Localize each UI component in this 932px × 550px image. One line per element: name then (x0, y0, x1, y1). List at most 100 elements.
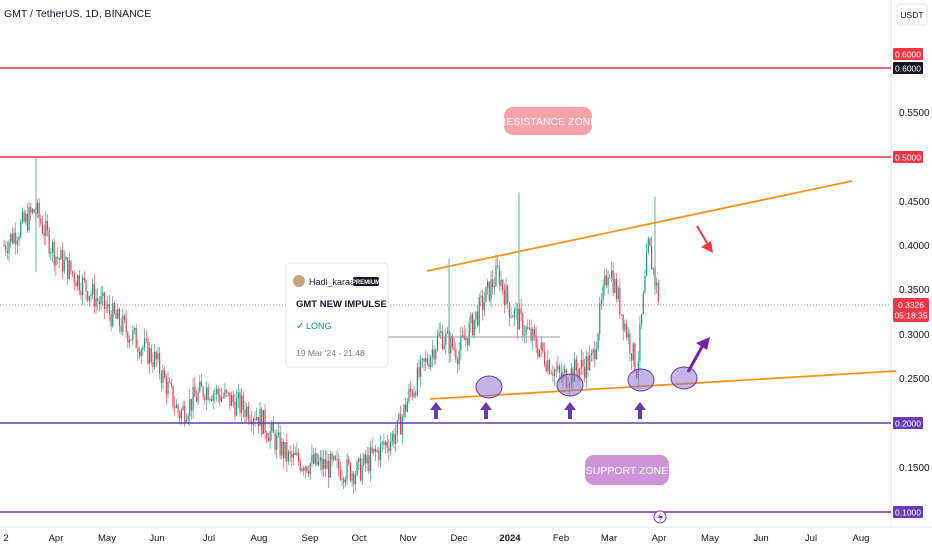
candle-body (405, 404, 407, 412)
candle-body (461, 335, 464, 337)
candle-body (224, 390, 226, 397)
candle-body (8, 242, 10, 254)
currency-button[interactable]: USDT (896, 3, 928, 26)
candle-body (5, 245, 7, 251)
candle-body (590, 353, 592, 355)
candle-body (363, 454, 365, 466)
idea-date: 19 Mar '24 - 21:48 (296, 348, 365, 358)
resistance-zone-label[interactable]: RESISTANCE ZONE (499, 107, 597, 135)
candle-body (535, 335, 537, 349)
candle-body (537, 348, 539, 357)
candle-body (585, 356, 587, 379)
candle-body (155, 351, 157, 360)
candle-body (649, 238, 651, 247)
candle-body (353, 473, 355, 485)
candle-body (297, 452, 300, 462)
candle-body (550, 373, 552, 375)
candle-body (527, 327, 529, 329)
candle-body (279, 432, 281, 456)
candle-body (580, 359, 582, 369)
candle-body (172, 385, 174, 407)
candle-body (21, 211, 23, 223)
time-tick-label: Jul (805, 533, 817, 544)
idea-title[interactable]: GMT NEW IMPULSE (296, 299, 387, 310)
level-badge-text: 0.5000 (895, 153, 921, 163)
time-tick-label: Apr (652, 533, 667, 544)
time-tick-label: Dec (451, 533, 468, 544)
candle-body (425, 358, 427, 362)
candle-body (657, 282, 659, 302)
candle-body (97, 298, 99, 302)
premium-badge (353, 277, 379, 286)
candle-body (306, 466, 308, 472)
candle-body (478, 297, 480, 326)
author-name[interactable]: Hadi_karaali (309, 277, 359, 287)
candle-body (482, 295, 484, 310)
candle-body (401, 417, 403, 435)
candle-body (346, 459, 348, 480)
candle-body (142, 347, 144, 350)
events-icon[interactable] (653, 510, 667, 524)
candle-body (463, 335, 465, 341)
time-tick-label: 2024 (499, 533, 521, 544)
candle-body (510, 316, 512, 318)
candle-body (351, 473, 353, 481)
candle-body (105, 307, 107, 309)
support-trendline[interactable] (429, 370, 897, 400)
candle-body (359, 458, 362, 481)
price-axis[interactable]: 0.4500 0.4000 0.3500 0.3000 0.2500 0.150… (899, 108, 930, 474)
candle-body (249, 420, 251, 422)
candle-body (318, 461, 320, 465)
candle-body (212, 393, 214, 401)
candle-body (582, 359, 584, 367)
level-badge (893, 48, 923, 60)
candle-body (597, 333, 599, 349)
candle-body (547, 360, 549, 372)
candle-body (488, 281, 490, 301)
candle-body (321, 457, 323, 470)
candle-body (361, 465, 363, 481)
candle-body (460, 335, 462, 352)
candle-body (189, 398, 191, 417)
candle-body (108, 304, 111, 314)
candle-body (338, 458, 340, 470)
price-tick-label: 0.4000 (899, 241, 930, 252)
candle-body (100, 296, 102, 305)
candle-body (309, 463, 311, 474)
candle-body (610, 270, 613, 278)
candle-body (622, 314, 624, 331)
candle-body (575, 359, 577, 371)
time-axis[interactable]: 2 Apr May Jun Jul Aug Sep Oct Nov Dec 20… (3, 533, 869, 544)
candle-body (123, 315, 126, 320)
candle-body (234, 401, 236, 416)
candle-body (451, 336, 454, 348)
candle-body (436, 335, 439, 350)
candle-body (169, 381, 171, 383)
candle-body (604, 275, 606, 286)
bearish-arrow-icon[interactable] (696, 225, 713, 253)
bullish-arrow-icon[interactable] (686, 337, 710, 373)
candle-body (490, 279, 492, 301)
candle-body (72, 271, 74, 274)
idea-card[interactable]: Hadi_karaali PREMIUM GMT NEW IMPULSE ✓ L… (285, 262, 389, 368)
candle-body (383, 441, 385, 446)
time-tick-label: Jul (203, 533, 215, 544)
candle-body (204, 396, 206, 401)
candle-body (68, 260, 70, 279)
candle-body (215, 388, 218, 394)
support-zone-label[interactable]: SUPPORT ZONE (585, 455, 669, 485)
candle-body (493, 286, 495, 288)
candle-body (326, 460, 328, 469)
candle-body (98, 301, 100, 305)
candle-body (313, 454, 315, 464)
candle-body (61, 250, 64, 272)
candle-body (10, 233, 12, 243)
candle-body (378, 450, 380, 460)
level-badge-text: 0.1000 (895, 508, 921, 518)
candle-body (200, 381, 203, 387)
resistance-trendline[interactable] (426, 180, 853, 272)
candle-body (396, 420, 398, 435)
candle-body (205, 387, 208, 401)
